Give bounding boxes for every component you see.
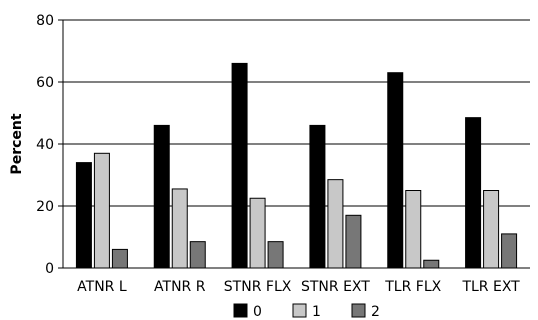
legend-label: 0 xyxy=(253,304,262,320)
axes xyxy=(58,19,530,269)
bar xyxy=(267,241,284,269)
bar xyxy=(465,117,482,269)
y-tick-label: 0 xyxy=(45,261,54,277)
bar xyxy=(153,124,170,269)
bar xyxy=(231,62,248,269)
bar xyxy=(171,188,188,269)
bars xyxy=(75,62,518,269)
x-category-labels: ATNR L ATNR R STNR FLX STNR EXT TLR FLX TLR E… xyxy=(77,279,520,295)
bar xyxy=(189,241,206,269)
gridlines xyxy=(63,19,530,207)
legend-swatch xyxy=(351,303,366,318)
legend: 0 1 2 xyxy=(233,303,380,320)
bar xyxy=(345,214,362,269)
y-tick-label: 20 xyxy=(36,199,54,215)
x-category-label: ATNR R xyxy=(154,279,206,295)
legend-label: 1 xyxy=(312,304,321,320)
x-category-label: STNR FLX xyxy=(224,279,292,295)
y-tick-label: 40 xyxy=(36,137,54,153)
y-tick-labels: 0 20 40 60 80 xyxy=(36,13,54,277)
y-tick-label: 80 xyxy=(36,13,54,29)
bar xyxy=(111,248,128,269)
x-category-label: ATNR L xyxy=(77,279,127,295)
bar xyxy=(501,233,518,269)
bar xyxy=(405,190,422,269)
x-category-label: STNR EXT xyxy=(301,279,370,295)
bar xyxy=(327,179,344,269)
bar xyxy=(75,162,92,269)
x-category-label: TLR EXT xyxy=(461,279,520,295)
legend-swatch xyxy=(233,303,248,318)
legend-label: 2 xyxy=(371,304,380,320)
bar xyxy=(249,197,266,269)
x-category-label: TLR FLX xyxy=(384,279,441,295)
bar xyxy=(93,152,110,269)
bar xyxy=(309,124,326,269)
bar xyxy=(387,72,404,269)
legend-swatch xyxy=(292,303,307,318)
y-axis-label: Percent xyxy=(9,113,25,174)
y-tick-label: 60 xyxy=(36,75,54,91)
bar xyxy=(483,190,500,269)
bar xyxy=(423,259,440,269)
